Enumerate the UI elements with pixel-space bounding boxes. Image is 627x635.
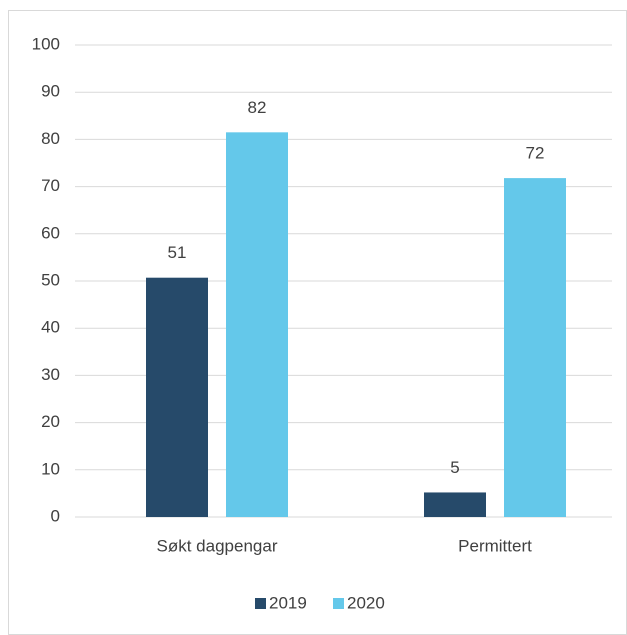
y-tick-label: 0 [51, 506, 60, 525]
legend-label: 2020 [347, 593, 385, 612]
y-tick-label: 10 [41, 459, 60, 478]
y-tick-label: 70 [41, 176, 60, 195]
y-tick-label: 80 [41, 129, 60, 148]
data-label: 5 [450, 458, 459, 477]
data-label: 72 [526, 144, 545, 163]
y-tick-label: 50 [41, 270, 60, 289]
data-label: 51 [168, 243, 187, 262]
y-tick-label: 40 [41, 318, 60, 337]
y-tick-label: 100 [32, 34, 60, 53]
x-tick-label: Permittert [458, 536, 532, 555]
bar [226, 132, 288, 517]
bar [424, 492, 486, 517]
y-tick-label: 60 [41, 223, 60, 242]
y-tick-label: 20 [41, 412, 60, 431]
legend-label: 2019 [269, 593, 307, 612]
data-label: 82 [248, 98, 267, 117]
bar [146, 277, 208, 517]
bar [504, 178, 566, 517]
x-tick-label: Søkt dagpengar [157, 536, 278, 555]
y-tick-label: 30 [41, 365, 60, 384]
legend-swatch [255, 598, 266, 609]
legend-swatch [333, 598, 344, 609]
y-tick-label: 90 [41, 82, 60, 101]
